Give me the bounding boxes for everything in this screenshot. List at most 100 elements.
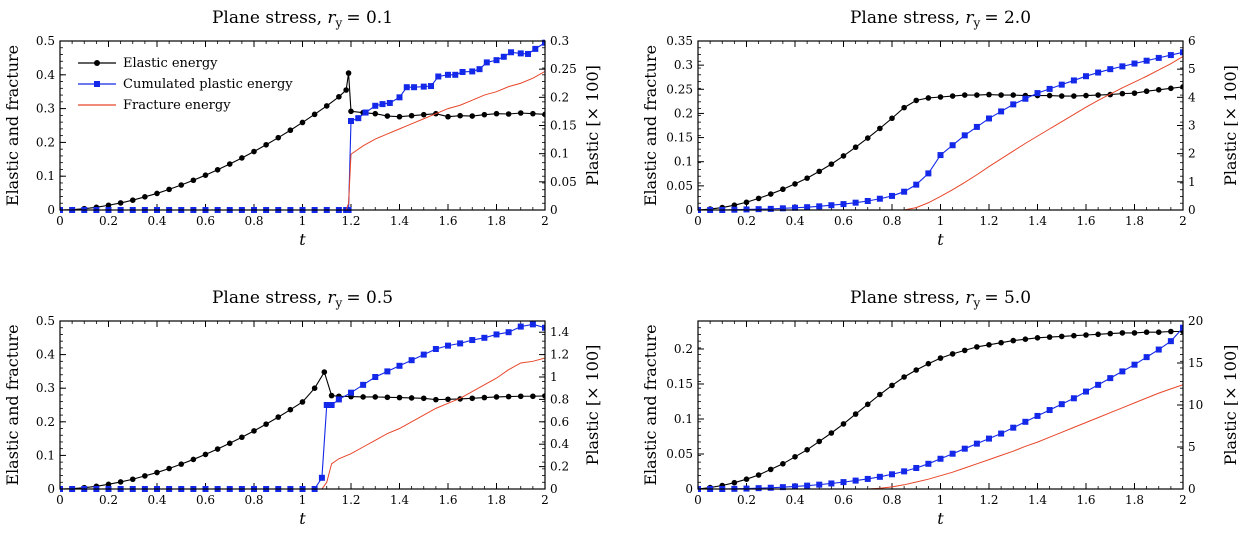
data-point-elastic-energy <box>901 104 907 111</box>
data-point-cumulated-plastic-energy <box>420 83 427 90</box>
data-point-cumulated-plastic-energy <box>816 203 823 210</box>
data-point-elastic-energy <box>239 155 245 161</box>
y-tick-label: 0.4 <box>36 68 55 82</box>
y-right-tick-label: 5 <box>1188 440 1196 454</box>
data-point-elastic-energy <box>372 110 379 117</box>
data-point-cumulated-plastic-energy <box>1010 101 1017 108</box>
chart-title: Plane stress, ry = 2.0 <box>850 8 1031 30</box>
data-point-cumulated-plastic-energy <box>1167 52 1174 59</box>
data-point-elastic-energy <box>743 199 750 206</box>
data-point-cumulated-plastic-energy <box>876 473 883 480</box>
data-point-cumulated-plastic-energy <box>1155 54 1162 61</box>
legend-label: Fracture energy <box>123 98 231 113</box>
y-tick-label: 0.2 <box>36 415 55 429</box>
y-tick-label: 0.3 <box>36 381 55 395</box>
data-point-elastic-energy <box>263 421 269 427</box>
x-tick-label: 0 <box>694 214 702 228</box>
data-point-elastic-energy <box>1155 329 1162 336</box>
data-point-elastic-energy <box>202 172 209 178</box>
title-param: r <box>327 8 336 28</box>
x-tick-label: 1.2 <box>979 214 998 228</box>
data-point-elastic-energy <box>360 394 366 400</box>
data-point-elastic-energy <box>1058 93 1065 99</box>
data-point-elastic-energy <box>1143 88 1150 95</box>
y-right-tick-label: 0.05 <box>550 175 577 189</box>
chart-title: Plane stress, ry = 5.0 <box>850 288 1031 310</box>
data-point-cumulated-plastic-energy <box>517 323 524 330</box>
data-point-cumulated-plastic-energy <box>445 71 451 78</box>
data-point-elastic-energy <box>348 108 354 115</box>
chart-title: Plane stress, ry = 0.5 <box>212 288 393 310</box>
data-point-elastic-energy <box>1010 337 1017 344</box>
x-tick-label: 0 <box>694 493 702 507</box>
data-point-elastic-energy <box>925 95 932 101</box>
data-point-elastic-energy <box>202 451 209 458</box>
x-tick-label: 1 <box>937 214 945 228</box>
plot-area <box>60 321 545 492</box>
y-right-tick-label: 0 <box>1188 203 1196 217</box>
data-point-cumulated-plastic-energy <box>1070 395 1077 402</box>
chart-panel-1: Plane stress, ry = 0.1 0 0.2 0.4 0.6 0.8 1 1.2 1.… <box>3 8 602 249</box>
data-point-elastic-energy <box>1010 92 1017 98</box>
y-right-axis-label: Plastic [× 100] <box>583 345 602 466</box>
title-param: r <box>327 288 336 308</box>
y-tick-label: 0.2 <box>36 135 55 149</box>
plot-frame <box>59 320 546 490</box>
data-point-elastic-energy <box>986 91 992 98</box>
title-subscript: y <box>335 296 343 310</box>
y-tick-label: 0.5 <box>36 314 55 328</box>
data-point-elastic-energy <box>1131 330 1138 336</box>
data-point-elastic-energy <box>129 197 136 203</box>
data-point-elastic-energy <box>420 111 427 118</box>
data-point-cumulated-plastic-energy <box>937 455 944 462</box>
data-point-cumulated-plastic-energy <box>792 204 798 211</box>
data-point-cumulated-plastic-energy <box>379 101 386 108</box>
data-point-cumulated-plastic-energy <box>372 102 379 109</box>
data-point-cumulated-plastic-energy <box>360 381 367 388</box>
series-line-fracture-energy <box>698 56 1183 211</box>
data-point-elastic-energy <box>767 466 774 473</box>
x-tick-label: 1 <box>299 214 307 228</box>
data-point-cumulated-plastic-energy <box>384 368 391 375</box>
data-point-elastic-energy <box>530 110 536 117</box>
data-point-elastic-energy <box>1131 90 1138 96</box>
y-right-tick-label: 0.8 <box>550 392 569 406</box>
x-tick-label: 0.4 <box>785 493 804 507</box>
x-tick-label: 1.2 <box>979 493 998 507</box>
y-tick-label: 0.35 <box>666 34 693 48</box>
data-point-elastic-energy <box>287 406 294 413</box>
data-point-cumulated-plastic-energy <box>432 346 439 352</box>
data-point-elastic-energy <box>1046 92 1053 99</box>
y-right-tick-label: 0.2 <box>550 460 569 474</box>
data-point-cumulated-plastic-energy <box>411 84 418 91</box>
series-line-cumulated-plastic-energy <box>698 327 1183 490</box>
data-point-cumulated-plastic-energy <box>901 468 908 475</box>
data-point-cumulated-plastic-energy <box>525 50 532 57</box>
data-point-elastic-energy <box>1034 335 1041 341</box>
data-point-elastic-energy <box>877 125 883 132</box>
data-point-cumulated-plastic-energy <box>816 481 823 488</box>
plot-frame <box>697 40 1184 211</box>
data-point-cumulated-plastic-energy <box>386 99 393 106</box>
data-point-elastic-energy <box>1095 92 1101 98</box>
x-tick-label: 1.6 <box>438 214 457 228</box>
data-point-elastic-energy <box>877 391 883 398</box>
data-point-elastic-energy <box>1071 332 1077 339</box>
data-point-elastic-energy <box>190 456 197 463</box>
y-right-tick-label: 0 <box>550 203 558 217</box>
data-point-cumulated-plastic-energy <box>372 374 379 380</box>
data-point-elastic-energy <box>251 428 257 434</box>
plot-area <box>698 49 1183 213</box>
data-point-elastic-energy <box>864 135 871 141</box>
data-point-elastic-energy <box>889 382 895 389</box>
data-point-elastic-energy <box>275 414 282 420</box>
data-point-elastic-energy <box>345 70 352 76</box>
data-point-elastic-energy <box>998 339 1004 346</box>
x-tick-label: 1.4 <box>1028 214 1047 228</box>
data-point-elastic-energy <box>1071 93 1077 99</box>
data-point-elastic-energy <box>493 394 500 400</box>
data-point-elastic-energy <box>481 394 488 401</box>
data-point-elastic-energy <box>828 161 835 167</box>
data-point-elastic-energy <box>275 134 282 141</box>
data-point-cumulated-plastic-energy <box>998 430 1005 437</box>
